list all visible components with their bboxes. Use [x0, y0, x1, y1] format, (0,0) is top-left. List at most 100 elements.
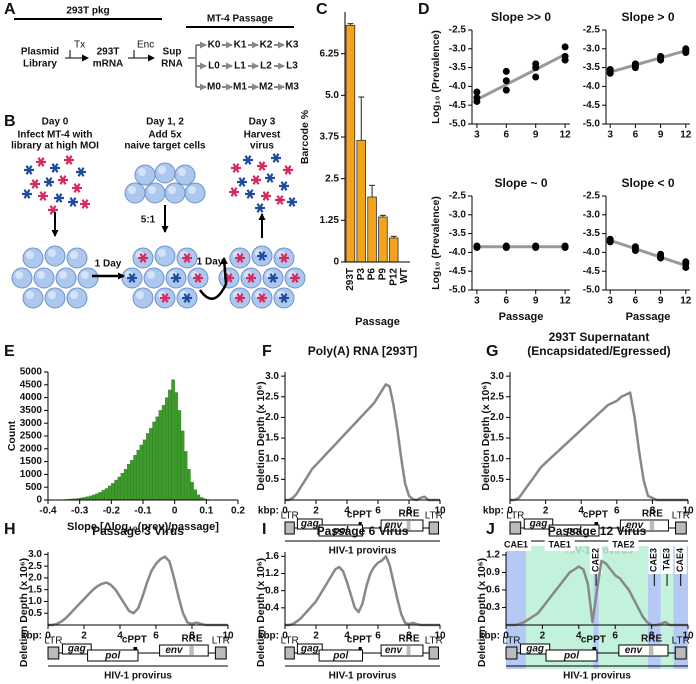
- stage-label: Sup: [163, 47, 182, 58]
- y-tick-label: 2.0: [265, 412, 279, 423]
- x-tick-label: 2: [313, 631, 319, 642]
- gene-box: [61, 643, 92, 655]
- y-axis-label: Deletion Depth (x 10⁶): [480, 381, 492, 490]
- fit-line: [476, 53, 566, 101]
- y-tick-label: 2.0: [490, 412, 504, 423]
- y-tick-label: 2.5: [28, 561, 42, 572]
- fit-line: [609, 238, 687, 267]
- hist-bar: [139, 444, 144, 501]
- y-axis-label: Deletion Depth (x 10⁶): [18, 558, 30, 667]
- step-label: 1 Day: [197, 257, 224, 268]
- cell: [154, 245, 176, 267]
- point: [682, 49, 690, 57]
- region-label: TAE1: [549, 539, 571, 549]
- point: [561, 56, 569, 64]
- ltr-box: [509, 521, 522, 535]
- ltr-box: [428, 646, 439, 660]
- stage-label: Library: [23, 59, 57, 70]
- cell-highlight: [136, 291, 144, 299]
- genome-label: RRE: [181, 634, 202, 645]
- x-tick-label: 2: [313, 506, 319, 517]
- cell-highlight: [70, 291, 78, 299]
- x-tick-label: 10: [434, 506, 446, 517]
- cell: [55, 267, 77, 289]
- virus-spike: [39, 191, 47, 201]
- hist-bar: [98, 492, 102, 501]
- x-tick-label: 12: [560, 130, 572, 141]
- virus-spike: [73, 183, 81, 193]
- point: [473, 88, 481, 96]
- panel-letter: E: [4, 343, 15, 360]
- virus-icon: [287, 197, 297, 207]
- cell-highlight: [26, 251, 34, 259]
- x-unit-label: kbp:: [483, 506, 504, 517]
- rre-mark: [649, 521, 655, 530]
- passage-label: L3: [286, 61, 298, 72]
- y-tick-label: -3.0: [449, 43, 467, 54]
- region: [506, 546, 527, 669]
- cell-highlight: [59, 271, 67, 279]
- virus-spike: [276, 195, 284, 205]
- genome-label: LTR: [672, 636, 690, 647]
- x-tick-label: 12: [560, 296, 572, 307]
- gene-label: env: [385, 645, 404, 656]
- x-tick-label: 6: [633, 296, 639, 307]
- y-tick-label: -2.5: [449, 25, 467, 36]
- hist-bar: [149, 428, 153, 501]
- virus-spike: [55, 193, 63, 203]
- chart-title: Slope ~ 0: [494, 176, 547, 190]
- y-tick-label: 0.5: [28, 608, 42, 619]
- x-tick-label: 0: [282, 631, 288, 642]
- section-title: MT-4 Passage: [207, 14, 274, 25]
- hist-bar: [136, 449, 140, 501]
- gene-box: [87, 649, 139, 662]
- virus-icon: [80, 199, 90, 209]
- hist-bar: [174, 392, 178, 501]
- y-tick-label: 1.5: [490, 433, 504, 444]
- virus-icon: [68, 197, 78, 207]
- virus-icon: [235, 293, 245, 303]
- y-tick-label: -2.5: [449, 191, 467, 202]
- hist-bar: [152, 421, 156, 501]
- x-tick-label: 2: [540, 631, 546, 642]
- virus-spike: [194, 273, 202, 283]
- virus-icon: [72, 183, 82, 193]
- virus-spike: [280, 253, 288, 263]
- y-tick-label: 4000: [20, 392, 43, 403]
- x-tick-label: P3: [356, 268, 367, 281]
- region-label-bg: [590, 546, 603, 574]
- y-tick-label: 1.25: [320, 215, 340, 226]
- x-unit-label: kbp:: [258, 631, 279, 642]
- cell: [164, 182, 186, 204]
- region: [660, 546, 674, 669]
- day-text: virus: [250, 141, 274, 152]
- ltr-box: [428, 521, 439, 535]
- gene-label: pol: [104, 651, 120, 662]
- virus-spike: [284, 165, 292, 175]
- virus-icon: [38, 191, 48, 201]
- y-tick-label: -2.5: [583, 191, 601, 202]
- virus-icon: [265, 173, 275, 183]
- hist-bar: [142, 439, 147, 501]
- virus-spike: [183, 293, 191, 303]
- virus-icon: [275, 195, 285, 205]
- y-tick-label: 3.75: [320, 132, 340, 143]
- x-tick-label: 8: [189, 631, 195, 642]
- cell: [174, 164, 196, 186]
- genome-label: LTR: [281, 511, 299, 522]
- ltr-box: [505, 646, 518, 660]
- day-text: Infect MT-4 with: [18, 130, 93, 141]
- hist-bar: [123, 469, 128, 501]
- virus-icon: [193, 273, 203, 283]
- y-tick-label: 5.0: [325, 90, 339, 101]
- y-tick-label: 2.5: [490, 391, 504, 402]
- gene-box: [159, 644, 209, 657]
- y-tick-label: -4.0: [449, 247, 467, 258]
- virus-spike: [244, 155, 252, 165]
- y-tick-label: 5000: [20, 367, 43, 378]
- point: [502, 67, 510, 75]
- genome-label: LTR: [425, 636, 443, 647]
- y-tick-label: 2000: [20, 443, 43, 454]
- virus-spike: [247, 273, 255, 283]
- cell: [77, 267, 99, 289]
